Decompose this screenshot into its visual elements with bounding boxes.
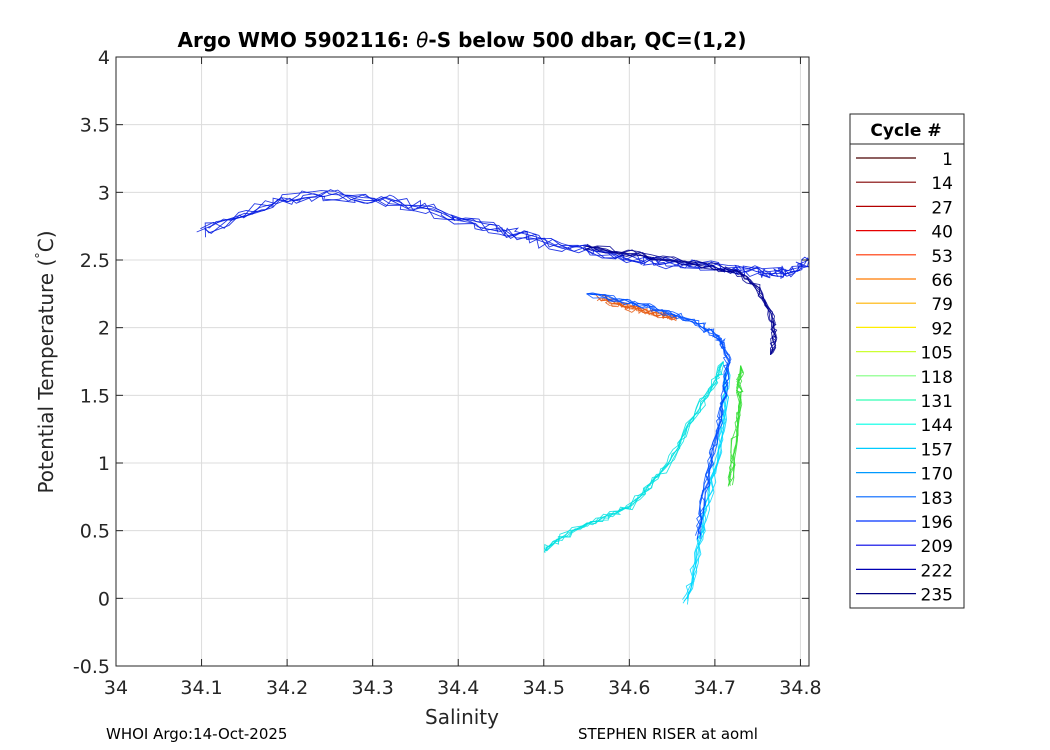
axes-frame xyxy=(115,56,810,667)
legend-entry-label: 79 xyxy=(931,295,953,315)
profile-line xyxy=(686,368,729,600)
legend-entry-label: 183 xyxy=(921,489,953,509)
profile-line xyxy=(586,293,731,535)
profile-line xyxy=(543,361,724,552)
y-tick-label: -0.5 xyxy=(73,656,110,678)
y-tick-label: 0 xyxy=(98,588,110,610)
legend: Cycle # 1 14 27 40 53 66 79 92 105 118 131 144 157 17… xyxy=(849,113,965,609)
legend-entry-label: 157 xyxy=(921,440,953,460)
y-tick-label: 2.5 xyxy=(80,250,110,272)
footer-source: WHOI Argo:14-Oct-2025 xyxy=(106,725,288,743)
plot-area xyxy=(196,189,810,605)
legend-box xyxy=(849,113,965,609)
x-tick-label: 34.7 xyxy=(694,677,736,699)
profile-line xyxy=(544,361,724,554)
x-tick-label: 34.8 xyxy=(779,677,821,699)
legend-entry-label: 105 xyxy=(921,344,953,364)
legend-entry-label: 118 xyxy=(921,368,953,388)
footer-credit: STEPHEN RISER at aoml xyxy=(578,725,758,743)
profile-line xyxy=(583,245,778,355)
legend-entry-label: 27 xyxy=(931,198,953,218)
profile-line xyxy=(545,361,724,549)
profile-line xyxy=(585,249,777,355)
profile-line xyxy=(544,361,724,550)
legend-entry-label: 53 xyxy=(931,247,953,267)
y-tick-label: 1.5 xyxy=(80,385,110,407)
profile-line xyxy=(546,361,724,552)
x-tick-label: 34.4 xyxy=(437,677,479,699)
legend-entry-label: 40 xyxy=(931,223,953,243)
x-tick-label: 34.6 xyxy=(608,677,650,699)
y-tick-label: 2 xyxy=(98,318,110,340)
profile-line xyxy=(586,293,731,536)
profile-line xyxy=(727,365,744,487)
profile-line xyxy=(596,297,677,319)
legend-entry-label: 209 xyxy=(921,537,953,557)
chart-title: Argo WMO 5902116: θ-S below 500 dbar, QC… xyxy=(178,28,747,52)
axis-ticks: 34 34.1 34.2 34.3 34.4 34.5 34.6 34.7 34.8-0.500… xyxy=(73,47,822,699)
profile-line xyxy=(727,365,743,487)
x-tick-label: 34.3 xyxy=(352,677,394,699)
x-tick-label: 34 xyxy=(104,677,128,699)
y-tick-label: 0.5 xyxy=(80,521,110,543)
x-tick-label: 34.1 xyxy=(180,677,222,699)
legend-entry-label: 222 xyxy=(921,561,953,581)
profile-line xyxy=(196,190,810,280)
legend-entry-label: 14 xyxy=(931,174,953,194)
legend-entry-label: 66 xyxy=(931,271,953,291)
legend-title: Cycle # xyxy=(870,121,941,141)
legend-entry-label: 144 xyxy=(921,416,953,436)
legend-entries: 1 14 27 40 53 66 79 92 105 118 131 144 157 170 183 196 2… xyxy=(856,150,953,606)
y-tick-label: 3.5 xyxy=(80,115,110,137)
legend-entry-label: 92 xyxy=(931,319,953,339)
grid-lines xyxy=(115,56,809,667)
x-axis-label: Salinity xyxy=(425,705,499,729)
legend-entry-label: 170 xyxy=(921,465,953,485)
y-tick-label: 1 xyxy=(98,453,110,475)
x-tick-label: 34.2 xyxy=(266,677,308,699)
y-tick-label: 4 xyxy=(98,47,110,69)
legend-entry-label: 235 xyxy=(921,586,953,606)
x-tick-label: 34.5 xyxy=(523,677,565,699)
legend-entry-label: 131 xyxy=(921,392,953,412)
y-axis-label: Potential Temperature (°C) xyxy=(34,230,58,493)
profile-line xyxy=(586,292,730,539)
profile-line xyxy=(543,361,724,552)
profile-line xyxy=(204,189,810,278)
profile-line xyxy=(729,365,742,485)
profile-line xyxy=(200,192,810,278)
y-tick-label: 3 xyxy=(98,182,110,204)
legend-entry-label: 196 xyxy=(921,513,953,533)
legend-entry-label: 1 xyxy=(942,150,953,170)
